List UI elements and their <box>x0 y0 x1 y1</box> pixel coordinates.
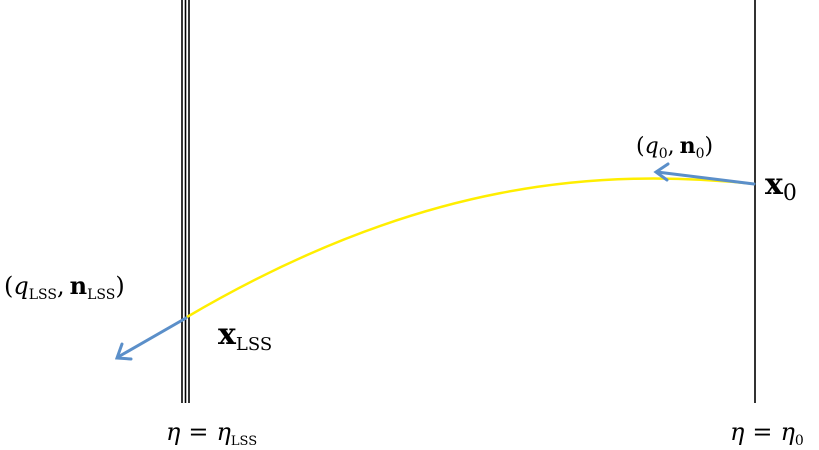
label-qlss-nlss: (qLSS, nLSS) <box>4 271 125 303</box>
arrow-shaft-x0 <box>655 170 756 186</box>
label-eta-lss: η = ηLSS <box>166 418 257 449</box>
label-xlss: xLSS <box>218 317 272 355</box>
direction-arrow-icon <box>114 316 188 361</box>
arrow-shaft-xlss <box>116 316 188 359</box>
arrow-head-x0 <box>653 162 670 182</box>
label-eta-0: η = η0 <box>730 418 804 449</box>
lss-boundary <box>181 0 190 403</box>
arrow-head-xlss <box>114 342 133 361</box>
label-q0-n0: (q0, n0) <box>636 133 713 162</box>
direction-arrow-icon <box>653 162 756 186</box>
label-x0: x0 <box>765 167 797 206</box>
light-ray-trajectory <box>186 177 756 319</box>
